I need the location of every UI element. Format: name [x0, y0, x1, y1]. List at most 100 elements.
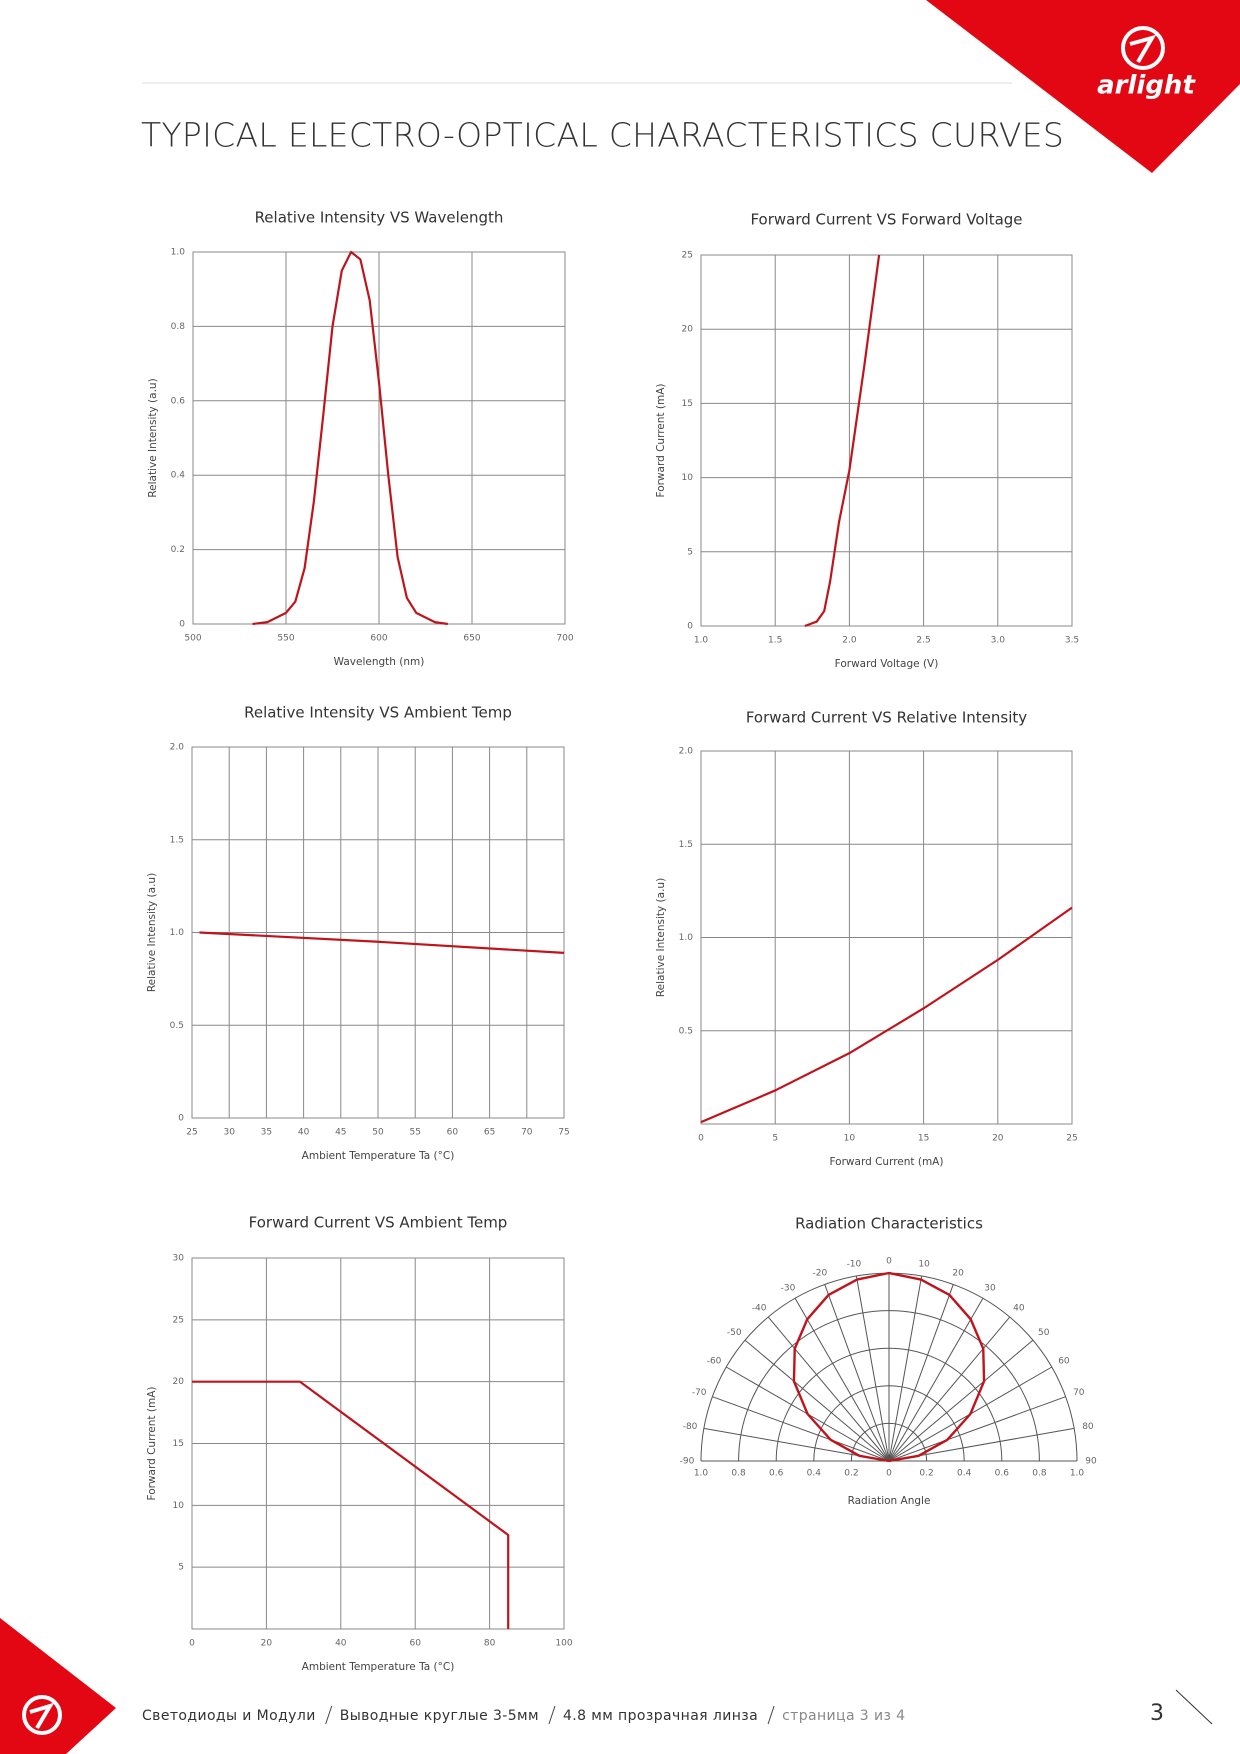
data-line	[192, 1380, 510, 1629]
r-tick-label: 0.4	[957, 1469, 972, 1479]
grid-spoke	[794, 1297, 890, 1462]
y-tick-label: 0.5	[679, 1026, 693, 1036]
r-tick-label: 1.0	[1070, 1469, 1085, 1479]
angle-label: 30	[984, 1283, 996, 1293]
angle-label: -90	[680, 1457, 695, 1467]
y-tick-label: 25	[682, 251, 693, 261]
y-tick-label: 5	[178, 1563, 184, 1573]
x-tick-label: 40	[335, 1639, 347, 1649]
y-tick-label: 2.0	[679, 747, 694, 757]
y-tick-label: 1.5	[170, 835, 184, 845]
y-tick-label: 0.5	[170, 1021, 184, 1031]
grid-spoke	[888, 1297, 984, 1462]
x-tick-label: 0	[189, 1639, 195, 1649]
x-tick-label: 2.5	[916, 636, 930, 646]
angle-label: 60	[1058, 1357, 1070, 1367]
data-line	[792, 1271, 986, 1463]
r-tick-label: 0.8	[1032, 1469, 1047, 1479]
angle-label: -60	[707, 1357, 722, 1367]
footer-text: 4.8 мм прозрачная линза	[563, 1708, 758, 1724]
y-tick-label: 0	[179, 620, 185, 630]
angle-label: -20	[813, 1269, 828, 1279]
x-tick-label: 80	[484, 1639, 496, 1649]
grid-spoke	[888, 1316, 1011, 1462]
y-axis-label: Relative Intensity (a.u)	[655, 878, 667, 997]
grid-spoke	[888, 1275, 923, 1462]
x-tick-label: 550	[277, 634, 294, 644]
data-line	[700, 906, 1073, 1124]
x-axis-label: Radiation Angle	[848, 1495, 931, 1507]
chart-title: Radiation Characteristics	[795, 1215, 983, 1233]
r-tick-label: 0.2	[919, 1469, 933, 1479]
x-tick-label: 1.0	[694, 636, 709, 646]
angle-label: 90	[1085, 1457, 1097, 1467]
y-tick-label: 1.5	[679, 840, 693, 850]
r-tick-label: 0.8	[731, 1469, 746, 1479]
grid-spoke	[888, 1339, 1034, 1462]
y-tick-label: 0.4	[171, 471, 186, 481]
y-tick-label: 30	[173, 1254, 185, 1264]
x-tick-label: 25	[1066, 1134, 1077, 1144]
logo-icon-mark	[1129, 34, 1157, 64]
footer-separator	[548, 1705, 556, 1725]
y-tick-label: 25	[173, 1315, 184, 1325]
logo-icon-mark	[29, 1702, 55, 1730]
y-tick-label: 0	[178, 1114, 184, 1124]
r-tick-label: 0	[886, 1469, 892, 1479]
r-tick-label: 0.6	[769, 1469, 784, 1479]
chart-title: Forward Current VS Ambient Temp	[249, 1214, 508, 1232]
y-tick-label: 15	[173, 1439, 184, 1449]
x-tick-label: 45	[335, 1128, 346, 1138]
footer-text: Светодиоды и Модули	[142, 1708, 316, 1724]
x-tick-label: 60	[447, 1128, 459, 1138]
angle-label: -10	[847, 1260, 862, 1270]
angle-label: 20	[952, 1269, 964, 1279]
grid-spoke	[744, 1339, 890, 1462]
grid-spoke	[712, 1396, 890, 1462]
x-tick-label: 650	[463, 634, 480, 644]
x-axis-label: Ambient Temperature Ta (°C)	[302, 1661, 455, 1673]
footer: Светодиоды и Модули Выводные круглые 3-5м…	[142, 1705, 905, 1725]
angle-label: -80	[683, 1422, 698, 1432]
angle-label: 0	[886, 1257, 892, 1267]
y-tick-label: 2.0	[170, 743, 185, 753]
y-tick-label: 0	[687, 622, 693, 632]
chart-title: Relative Intensity VS Wavelength	[255, 209, 504, 227]
x-tick-label: 100	[555, 1639, 572, 1649]
r-tick-label: 0.4	[807, 1469, 822, 1479]
y-tick-label: 0.8	[171, 322, 186, 332]
page-number: 3	[1150, 1701, 1164, 1726]
y-axis-label: Forward Current (mA)	[655, 384, 667, 498]
y-tick-label: 0.2	[171, 545, 185, 555]
y-axis-label: Forward Current (mA)	[146, 1387, 158, 1501]
y-tick-label: 20	[173, 1377, 185, 1387]
y-tick-label: 15	[682, 399, 693, 409]
logo-icon	[22, 1695, 62, 1735]
x-tick-label: 3.0	[991, 636, 1006, 646]
chart-title: Relative Intensity VS Ambient Temp	[244, 704, 512, 722]
angle-label: -70	[692, 1388, 707, 1398]
y-tick-label: 1.0	[679, 933, 694, 943]
data-line	[199, 931, 565, 954]
grid-spoke	[855, 1275, 890, 1462]
r-tick-label: 0.2	[844, 1469, 858, 1479]
x-tick-label: 65	[484, 1128, 495, 1138]
y-tick-label: 0.6	[171, 396, 186, 406]
x-tick-label: 700	[556, 634, 573, 644]
grid-spoke	[888, 1396, 1066, 1462]
page-number-slash	[1175, 1689, 1213, 1725]
x-tick-label: 1.5	[768, 636, 782, 646]
corner-decoration	[0, 1618, 116, 1754]
x-tick-label: 70	[521, 1128, 533, 1138]
data-line	[804, 254, 881, 628]
x-tick-label: 10	[844, 1134, 856, 1144]
x-axis-label: Wavelength (nm)	[334, 656, 425, 668]
x-tick-label: 20	[261, 1639, 273, 1649]
x-tick-label: 35	[261, 1128, 272, 1138]
footer-separator	[325, 1705, 333, 1725]
x-tick-label: 30	[223, 1128, 235, 1138]
footer-text: страница 3 из 4	[782, 1708, 905, 1724]
x-tick-label: 75	[558, 1128, 569, 1138]
r-tick-label: 0.6	[995, 1469, 1010, 1479]
